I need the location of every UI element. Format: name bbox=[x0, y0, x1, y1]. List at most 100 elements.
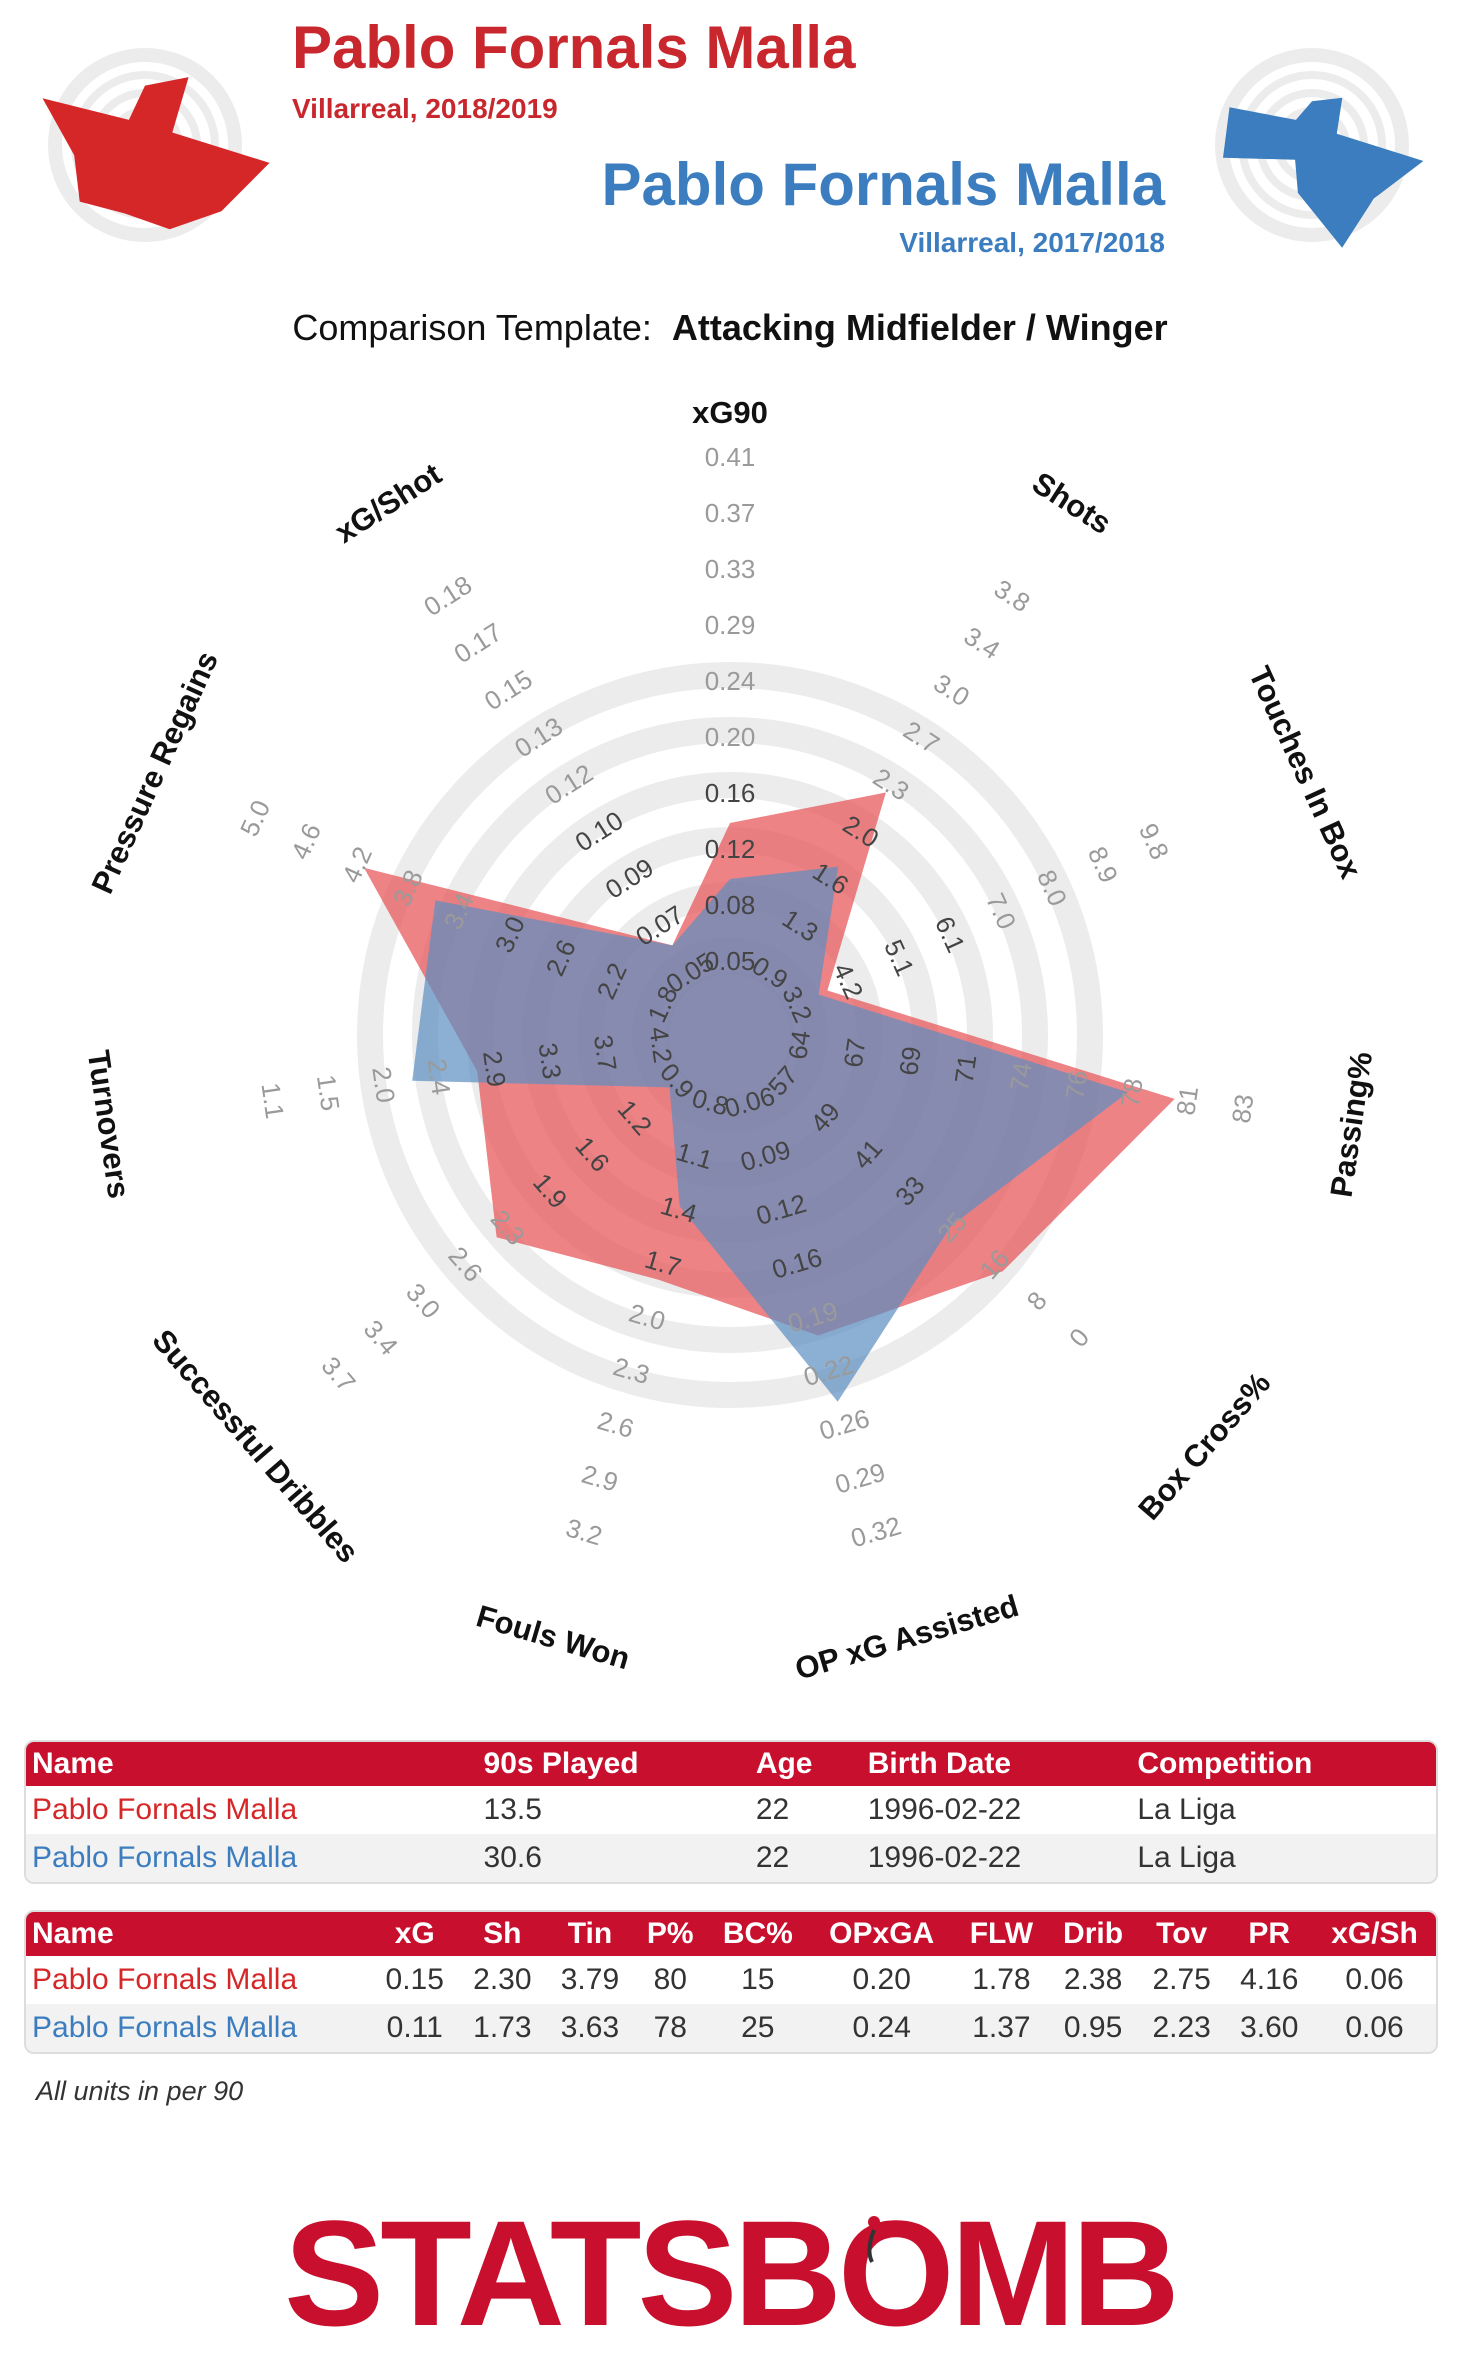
table-cell: 1.37 bbox=[954, 2004, 1049, 2052]
radar-axis-label: Passing% bbox=[1324, 1049, 1380, 1199]
radar-tick-label: 74 bbox=[1004, 1060, 1038, 1093]
radar-axis-label: Box Cross% bbox=[1131, 1366, 1277, 1527]
radar-axis-label: Fouls Won bbox=[472, 1598, 633, 1676]
radar-tick-label: 1.1 bbox=[255, 1081, 290, 1121]
table-cell: 0.06 bbox=[1313, 1956, 1436, 2004]
radar-tick-label: 0.08 bbox=[705, 890, 756, 920]
column-header: OPxGA bbox=[808, 1912, 955, 1956]
column-header: xG bbox=[370, 1912, 459, 1956]
player-name-cell: Pablo Fornals Malla bbox=[26, 1834, 478, 1882]
column-header: Competition bbox=[1131, 1742, 1436, 1786]
table-cell: 25 bbox=[706, 2004, 809, 2052]
player1-subtitle: Villarreal, 2018/2019 bbox=[292, 93, 558, 124]
column-header: Tin bbox=[546, 1912, 634, 1956]
radar-tick-label: 3.2 bbox=[563, 1512, 606, 1551]
column-header: Drib bbox=[1048, 1912, 1138, 1956]
table-cell: 1.78 bbox=[954, 1956, 1049, 2004]
radar-tick-label: 3.4 bbox=[959, 621, 1006, 666]
logo-text: STATSBOMB bbox=[284, 2189, 1176, 2357]
radar-tick-label: 0.15 bbox=[479, 664, 538, 717]
table-cell: 22 bbox=[749, 1786, 862, 1834]
radar-tick-label: 0.20 bbox=[705, 722, 756, 752]
player-name-cell: Pablo Fornals Malla bbox=[26, 2004, 371, 2052]
radar-tick-label: 2.4 bbox=[422, 1057, 457, 1097]
table-cell: 22 bbox=[749, 1834, 862, 1882]
table-cell: La Liga bbox=[1131, 1834, 1436, 1882]
radar-axis-label: Touches In Box bbox=[1242, 661, 1369, 884]
radar-tick-label: 0.18 bbox=[418, 569, 477, 622]
radar-tick-label: 8.9 bbox=[1082, 842, 1124, 887]
player1-thumbnail bbox=[42, 48, 270, 242]
table-cell: 0.15 bbox=[370, 1956, 459, 2004]
player2-subtitle: Villarreal, 2017/2018 bbox=[899, 227, 1165, 258]
player-name-cell: Pablo Fornals Malla bbox=[26, 1786, 478, 1834]
thumbnail-ring bbox=[1215, 48, 1409, 242]
table-cell: 30.6 bbox=[477, 1834, 750, 1882]
table-row: Pablo Fornals Malla 0.11 1.73 3.63 78 25 0.24 1… bbox=[26, 2004, 1436, 2052]
radar-tick-label: 3.0 bbox=[400, 1277, 446, 1324]
table-cell: 0.95 bbox=[1048, 2004, 1138, 2052]
radar-ring bbox=[357, 662, 1103, 1408]
table-cell: 0.06 bbox=[1313, 2004, 1436, 2052]
column-header: Age bbox=[749, 1742, 862, 1786]
radar-tick-label: 9.8 bbox=[1133, 819, 1175, 864]
player2-thumbnail bbox=[1215, 48, 1424, 248]
info-table-wrapper: Name 90s Played Age Birth Date Competition P… bbox=[24, 1740, 1438, 1884]
radar-tick-label: 0.17 bbox=[449, 617, 508, 670]
radar-tick-label: 0.32 bbox=[847, 1510, 904, 1553]
column-header: Tov bbox=[1137, 1912, 1226, 1956]
table-cell: 15 bbox=[706, 1956, 809, 2004]
table-cell: 78 bbox=[633, 2004, 707, 2052]
radar-axis-label: Pressure Regains bbox=[85, 646, 225, 899]
radar-tick-label: 2.6 bbox=[594, 1405, 637, 1444]
radar-tick-label: 0 bbox=[1063, 1322, 1095, 1353]
radar-tick-label: 83 bbox=[1226, 1092, 1260, 1125]
radar-tick-label: 3.7 bbox=[315, 1351, 361, 1398]
table-cell: 2.38 bbox=[1048, 1956, 1138, 2004]
radar-tick-label: 0.29 bbox=[705, 610, 756, 640]
radar-tick-label: 8 bbox=[1021, 1286, 1053, 1317]
radar-tick-label: 0.33 bbox=[705, 554, 756, 584]
logo-fuse-spark-icon bbox=[868, 2216, 880, 2228]
radar-tick-label: 4.6 bbox=[285, 819, 327, 864]
table-row: Pablo Fornals Malla 30.6 22 1996-02-22 La Li… bbox=[26, 1834, 1436, 1882]
table-cell: 4.16 bbox=[1225, 1956, 1314, 2004]
player-name-cell: Pablo Fornals Malla bbox=[26, 1956, 371, 2004]
radar-tick-label: 3.0 bbox=[928, 668, 975, 713]
column-header: BC% bbox=[706, 1912, 809, 1956]
radar-tick-label: 0.24 bbox=[705, 666, 756, 696]
table-cell: 2.30 bbox=[458, 1956, 547, 2004]
radar-tick-label: 5.0 bbox=[234, 795, 276, 840]
column-header: Name bbox=[26, 1912, 371, 1956]
radar-tick-label: 1.5 bbox=[311, 1073, 346, 1113]
info-table: Name 90s Played Age Birth Date Competition P… bbox=[26, 1742, 1436, 1882]
table-cell: 13.5 bbox=[477, 1786, 750, 1834]
column-header: P% bbox=[633, 1912, 707, 1956]
table-cell: 1996-02-22 bbox=[861, 1834, 1132, 1882]
statsbomb-logo: STATSBOMB bbox=[284, 2189, 1180, 2357]
table-row: Pablo Fornals Malla 0.15 2.30 3.79 80 15 0.20 1… bbox=[26, 1956, 1436, 2004]
table-cell: 3.63 bbox=[546, 2004, 634, 2052]
radar-tick-label: 0.05 bbox=[705, 946, 756, 976]
radar-series-polygon-2 bbox=[412, 866, 1128, 1402]
column-header: Sh bbox=[458, 1912, 547, 1956]
table-cell: 3.79 bbox=[546, 1956, 634, 2004]
table-cell: 1996-02-22 bbox=[861, 1786, 1132, 1834]
table-cell: 0.24 bbox=[808, 2004, 955, 2052]
radar-tick-label: 76 bbox=[1059, 1068, 1093, 1101]
table-cell: 2.75 bbox=[1137, 1956, 1226, 2004]
radar-tick-label: 0.16 bbox=[705, 778, 756, 808]
column-header: 90s Played bbox=[477, 1742, 750, 1786]
stats-table: Name xG Sh Tin P% BC% OPxGA FLW Drib Tov PR xG/Sh P… bbox=[26, 1912, 1436, 2052]
table-cell: 2.23 bbox=[1137, 2004, 1226, 2052]
radar-tick-label: 3.4 bbox=[358, 1314, 404, 1361]
template-value: Attacking Midfielder / Winger bbox=[672, 307, 1168, 348]
stats-table-wrapper: Name xG Sh Tin P% BC% OPxGA FLW Drib Tov PR xG/Sh P… bbox=[24, 1910, 1438, 2054]
radar-tick-label: 4.2 bbox=[643, 1025, 678, 1065]
radar-tick-label: 71 bbox=[949, 1052, 983, 1085]
table-cell: 3.60 bbox=[1225, 2004, 1314, 2052]
radar-tick-label: 0.29 bbox=[832, 1457, 889, 1500]
radar-tick-label: 81 bbox=[1170, 1084, 1204, 1117]
radar-axis-label: Turnovers bbox=[81, 1048, 137, 1201]
thumbnail-polygon bbox=[42, 77, 270, 230]
